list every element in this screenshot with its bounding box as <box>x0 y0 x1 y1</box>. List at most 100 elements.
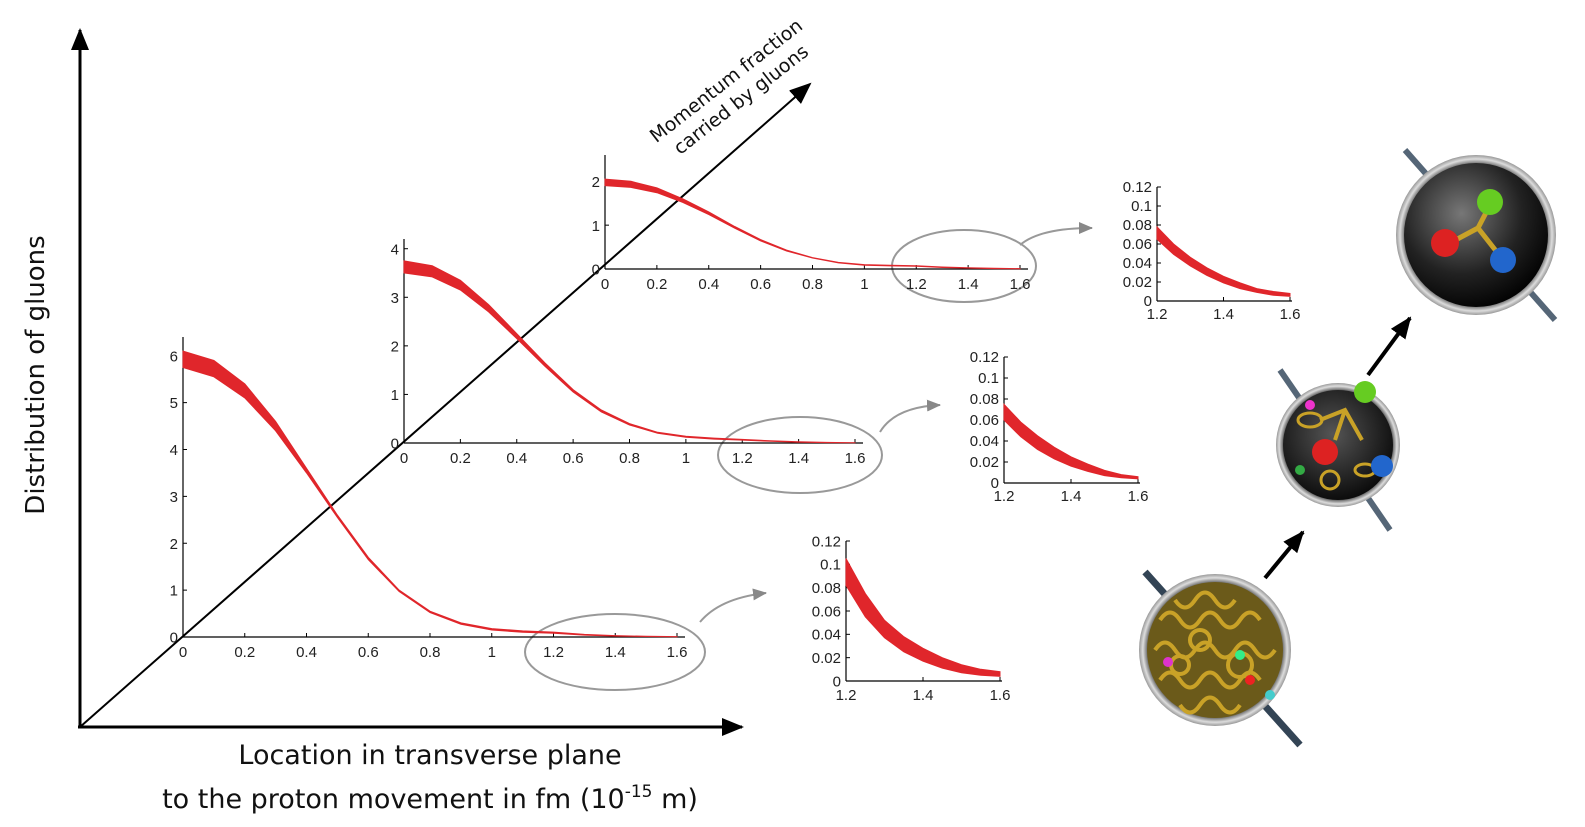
depth-axis <box>80 84 810 727</box>
x-tick-label: 1.2 <box>836 687 857 704</box>
x-axis-label-superscript: -15 <box>625 782 653 802</box>
x-tick-label: 1.6 <box>1280 306 1301 323</box>
uncertainty-band <box>1157 227 1290 296</box>
zoom-arrow <box>700 593 766 622</box>
uncertainty-band <box>183 351 677 637</box>
y-tick-label: 5 <box>170 395 178 412</box>
x-tick-label: 0.4 <box>506 450 527 467</box>
y-tick-label: 0.1 <box>820 557 841 574</box>
z-axis-label: Momentum fraction carried by gluons <box>646 15 822 167</box>
x-tick-label: 1.4 <box>605 644 626 661</box>
y-tick-label: 2 <box>592 174 600 191</box>
y-tick-label: 1 <box>170 583 178 600</box>
zoom-arrow <box>1020 228 1092 245</box>
x-tick-label: 1.6 <box>667 644 688 661</box>
x-tick-label: 1.6 <box>990 687 1011 704</box>
x-tick-label: 1.2 <box>732 450 753 467</box>
y-tick-label: 0.02 <box>970 454 999 471</box>
page: Distribution of gluons Location in trans… <box>0 0 1585 827</box>
x-tick-label: 0.4 <box>296 644 317 661</box>
proton-core <box>1404 163 1548 307</box>
x-axis-label: to the proton movement in fm (10-15 m) <box>162 782 698 815</box>
y-tick-label: 0.12 <box>1123 179 1152 196</box>
y-tick-label: 0.06 <box>812 603 841 620</box>
quark <box>1235 650 1245 660</box>
quark <box>1245 675 1255 685</box>
x-tick-label: 1.2 <box>543 644 564 661</box>
x-tick-label: 0.6 <box>358 644 379 661</box>
y-tick-label: 0.02 <box>1123 274 1152 291</box>
uncertainty-band <box>605 179 1020 269</box>
x-tick-label: 1.4 <box>958 276 979 293</box>
quark <box>1305 400 1315 410</box>
uncertainty-band <box>846 559 1000 677</box>
y-tick-label: 0 <box>170 630 178 647</box>
evolution-arrow <box>1265 532 1303 578</box>
quark <box>1371 455 1393 477</box>
x-tick-label: 0.4 <box>698 276 719 293</box>
y-tick-label: 0.06 <box>1123 236 1152 253</box>
quark <box>1490 247 1516 273</box>
x-tick-label: 0.2 <box>646 276 667 293</box>
x-tick-label: 0 <box>601 276 609 293</box>
x-tick-label: 1.4 <box>1061 488 1082 505</box>
y-tick-label: 0.06 <box>970 412 999 429</box>
y-tick-label: 0.04 <box>1123 255 1152 272</box>
x-tick-label: 1.4 <box>788 450 809 467</box>
y-tick-label: 0.02 <box>812 650 841 667</box>
quark <box>1265 690 1275 700</box>
y-tick-label: 0.08 <box>970 391 999 408</box>
x-tick-label: 1.6 <box>1128 488 1149 505</box>
y-tick-label: 0.1 <box>978 370 999 387</box>
proton-illustrations <box>1139 150 1556 745</box>
quark <box>1354 381 1376 403</box>
y-tick-label: 4 <box>170 442 178 459</box>
x-tick-label: 1.4 <box>1213 306 1234 323</box>
x-tick-label: 0.6 <box>563 450 584 467</box>
quark <box>1295 465 1305 475</box>
uncertainty-band <box>1004 404 1138 479</box>
y-tick-label: 0.12 <box>970 349 999 366</box>
x-tick-label: 1 <box>860 276 868 293</box>
x-tick-label: 0 <box>400 450 408 467</box>
y-tick-label: 0.08 <box>1123 217 1152 234</box>
panels: 012345600.20.40.60.811.21.41.60123400.20… <box>170 155 1301 704</box>
y-tick-label: 0.04 <box>970 433 999 450</box>
y-tick-label: 0 <box>391 436 399 453</box>
y-tick-label: 4 <box>391 241 399 258</box>
y-tick-label: 0.04 <box>812 627 841 644</box>
quark <box>1477 189 1503 215</box>
y-tick-label: 0 <box>592 262 600 279</box>
x-tick-label: 1.2 <box>994 488 1015 505</box>
x-tick-label: 1.6 <box>845 450 866 467</box>
x-tick-label: 1 <box>488 644 496 661</box>
y-axis-label: Distribution of gluons <box>21 235 51 514</box>
x-tick-label: 1.2 <box>1147 306 1168 323</box>
x-axis-label: Location in transverse plane <box>238 740 621 771</box>
x-tick-label: 1.6 <box>1010 276 1031 293</box>
y-tick-label: 1 <box>391 387 399 404</box>
uncertainty-band <box>404 261 855 443</box>
evolution-arrow <box>1368 318 1410 375</box>
y-tick-label: 3 <box>170 489 178 506</box>
y-tick-label: 1 <box>592 218 600 235</box>
x-tick-label: 0.2 <box>234 644 255 661</box>
quark <box>1431 229 1459 257</box>
zoom-arrow <box>880 405 940 432</box>
y-tick-label: 6 <box>170 348 178 365</box>
figure: Distribution of gluons Location in trans… <box>0 0 1585 827</box>
x-tick-label: 0.2 <box>450 450 471 467</box>
x-axis-label-end: m) <box>653 784 698 815</box>
y-tick-label: 0.1 <box>1131 198 1152 215</box>
y-tick-label: 3 <box>391 290 399 307</box>
x-tick-label: 0 <box>179 644 187 661</box>
quark <box>1163 657 1173 667</box>
x-axis-label-text: to the proton movement in fm (10 <box>162 784 625 815</box>
x-tick-label: 0.8 <box>619 450 640 467</box>
x-tick-label: 1.4 <box>913 687 934 704</box>
panel: 00.020.040.060.080.10.121.21.41.6 <box>812 533 1011 704</box>
